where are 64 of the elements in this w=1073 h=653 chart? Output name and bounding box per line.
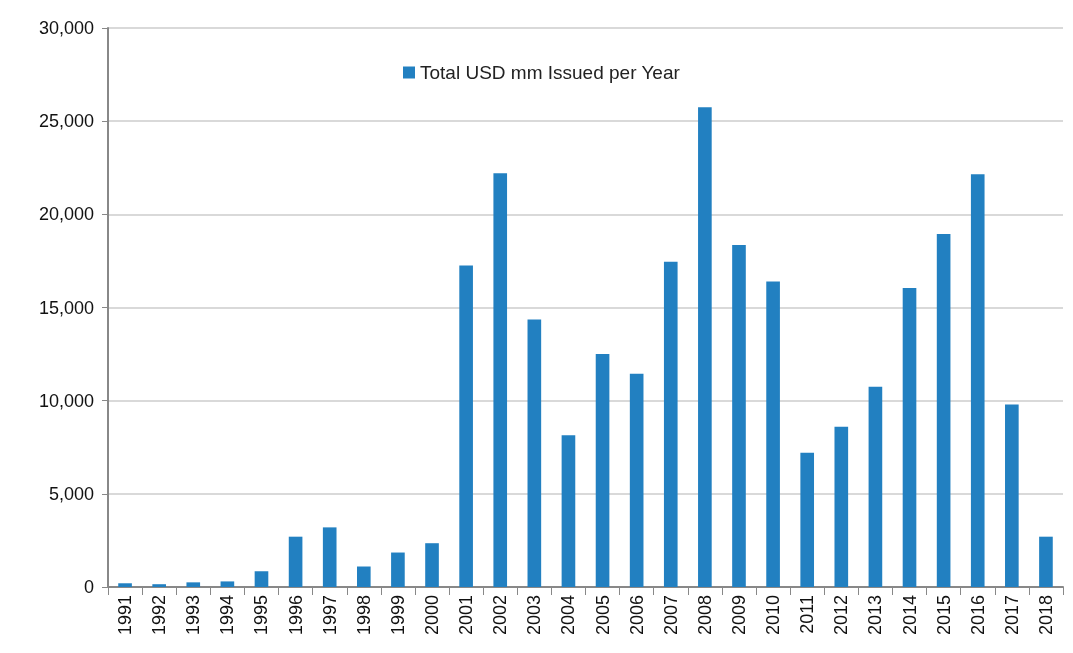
x-tick-label: 1991 — [115, 595, 136, 636]
y-tick-label: 15,000 — [38, 297, 94, 318]
x-tick-label: 1996 — [285, 595, 306, 636]
bar — [561, 435, 576, 587]
x-tick-label: 1993 — [183, 595, 204, 636]
x-tick-label: 2014 — [899, 595, 920, 636]
bar — [254, 571, 269, 587]
x-tick-label: 1998 — [353, 595, 374, 636]
y-tick-label: 0 — [83, 577, 94, 597]
bar — [732, 245, 746, 587]
x-tick-label: 2008 — [694, 595, 715, 636]
bar — [288, 536, 303, 587]
x-tick-label: 1999 — [387, 595, 408, 636]
bar — [391, 552, 405, 587]
bar — [118, 583, 132, 587]
y-tick-label: 25,000 — [38, 111, 94, 132]
bar — [152, 584, 166, 587]
x-tick-label: 1997 — [319, 595, 340, 636]
legend-label: Total USD mm Issued per Year — [420, 62, 681, 83]
x-tick-label: 1994 — [217, 595, 238, 636]
x-tick-label: 2015 — [933, 595, 954, 636]
x-tick-label: 2009 — [728, 595, 749, 636]
x-tick-label: 2002 — [490, 595, 511, 636]
bar — [663, 261, 678, 587]
bar — [970, 174, 985, 587]
bar — [834, 426, 849, 587]
x-tick-label: 2004 — [558, 595, 579, 636]
bar — [356, 566, 371, 587]
x-tick-label: 2017 — [1001, 595, 1022, 636]
x-tick-label: 2011 — [797, 595, 818, 634]
y-tick-label: 20,000 — [38, 204, 94, 225]
y-tick-label: 5,000 — [48, 483, 94, 504]
bar — [800, 452, 815, 587]
bar — [595, 354, 610, 587]
bar — [220, 581, 235, 587]
y-tick-label: 30,000 — [38, 18, 94, 38]
bar — [493, 173, 508, 587]
bar — [1005, 404, 1019, 587]
x-tick-label: 2013 — [865, 595, 886, 636]
bar — [527, 319, 542, 587]
x-tick-label: 2018 — [1035, 595, 1056, 636]
x-tick-label: 2006 — [626, 595, 647, 636]
x-tick-label: 2010 — [763, 595, 784, 636]
x-tick-label: 2005 — [592, 595, 613, 636]
x-tick-label: 1995 — [251, 595, 272, 636]
bar — [186, 582, 201, 587]
bar — [322, 527, 337, 587]
x-tick-label: 2012 — [831, 595, 852, 636]
x-tick-label: 1992 — [149, 595, 170, 636]
bar — [459, 265, 473, 587]
x-tick-label: 2001 — [456, 595, 477, 636]
bar — [425, 543, 439, 587]
y-tick-label: 10,000 — [38, 390, 94, 411]
x-tick-label: 2016 — [967, 595, 988, 636]
bar — [698, 107, 712, 587]
bar — [629, 373, 644, 587]
bar — [936, 233, 951, 587]
bar — [868, 386, 883, 587]
x-tick-label: 2007 — [660, 595, 681, 636]
bar — [902, 287, 917, 587]
x-tick-label: 2000 — [422, 595, 443, 636]
x-tick-label: 2003 — [524, 595, 545, 636]
bar — [1039, 536, 1053, 587]
bar — [766, 281, 780, 587]
